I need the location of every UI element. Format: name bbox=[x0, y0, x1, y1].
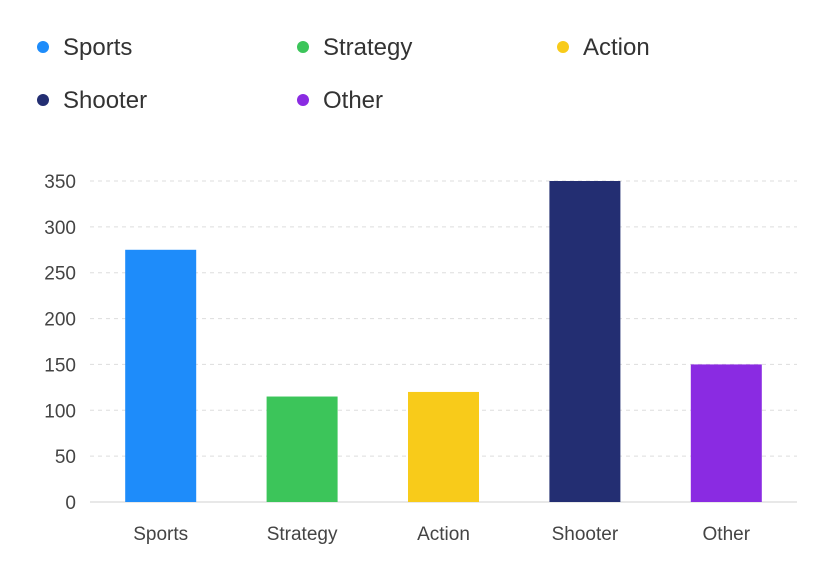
y-tick-labels: 0 50 100 150 200 250 300 350 bbox=[44, 172, 76, 514]
legend-marker bbox=[557, 41, 569, 53]
y-tick-label: 150 bbox=[44, 355, 76, 376]
legend-item[interactable]: Action bbox=[557, 34, 650, 61]
y-tick-label: 300 bbox=[44, 218, 76, 239]
bar-other[interactable] bbox=[690, 364, 762, 502]
y-tick-label: 100 bbox=[44, 401, 76, 422]
y-tick-label: 200 bbox=[44, 310, 76, 331]
bars bbox=[125, 181, 762, 502]
legend-item[interactable]: Other bbox=[297, 87, 383, 114]
x-tick-labels: Sports Strategy Action Shooter Other bbox=[133, 524, 750, 545]
legend-marker bbox=[37, 41, 49, 53]
legend-label: Action bbox=[583, 34, 650, 61]
x-tick-label: Sports bbox=[133, 524, 188, 545]
legend-label: Sports bbox=[63, 34, 132, 61]
x-tick-label: Action bbox=[417, 524, 470, 545]
legend-item[interactable]: Strategy bbox=[297, 34, 412, 61]
legend-marker bbox=[297, 94, 309, 106]
x-tick-label: Strategy bbox=[267, 524, 338, 545]
x-tick-label: Shooter bbox=[552, 524, 619, 545]
x-tick-label: Other bbox=[703, 524, 751, 545]
bar-action[interactable] bbox=[408, 391, 479, 502]
legend-marker bbox=[37, 94, 49, 106]
y-tick-label: 250 bbox=[44, 264, 76, 285]
bar-shooter[interactable] bbox=[549, 181, 621, 502]
legend-item[interactable]: Shooter bbox=[37, 87, 147, 114]
legend-label: Other bbox=[323, 87, 383, 114]
legend-item[interactable]: Sports bbox=[37, 34, 132, 61]
legend-label: Shooter bbox=[63, 87, 147, 114]
y-tick-label: 0 bbox=[65, 493, 76, 514]
legend-marker bbox=[297, 41, 309, 53]
bar-sports[interactable] bbox=[125, 249, 197, 502]
legend: Sports Strategy Action Shooter Other bbox=[37, 34, 650, 114]
bar-strategy[interactable] bbox=[266, 396, 338, 502]
y-tick-label: 350 bbox=[44, 172, 76, 193]
y-tick-label: 50 bbox=[55, 447, 76, 468]
legend-label: Strategy bbox=[323, 34, 412, 61]
